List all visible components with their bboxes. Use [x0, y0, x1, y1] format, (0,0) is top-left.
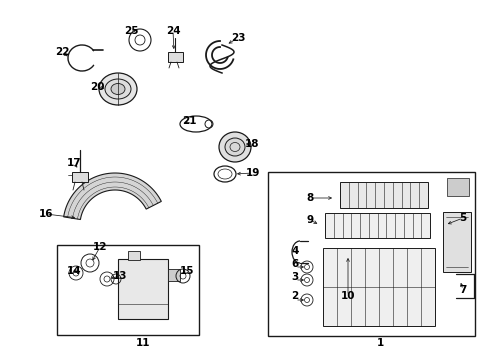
Text: 18: 18: [244, 139, 259, 149]
Bar: [323, 248, 434, 326]
Ellipse shape: [105, 79, 131, 99]
Bar: [339, 182, 427, 208]
Text: 6: 6: [291, 259, 298, 269]
Text: 25: 25: [123, 26, 138, 36]
Text: 9: 9: [306, 215, 313, 225]
Bar: [325, 213, 429, 238]
Bar: [118, 259, 168, 319]
Text: 1: 1: [376, 338, 383, 348]
Bar: [442, 212, 470, 272]
Text: 4: 4: [291, 246, 298, 256]
Text: 10: 10: [340, 291, 354, 301]
Ellipse shape: [219, 132, 250, 162]
Text: 16: 16: [39, 209, 53, 219]
Bar: [168, 269, 180, 281]
Text: 15: 15: [180, 266, 194, 276]
Text: 11: 11: [136, 338, 150, 348]
Text: 13: 13: [113, 271, 127, 281]
Text: 17: 17: [66, 158, 81, 168]
Bar: [128, 251, 140, 260]
Text: 3: 3: [291, 272, 298, 282]
Text: 22: 22: [55, 47, 69, 57]
Ellipse shape: [224, 138, 244, 156]
Text: 7: 7: [458, 285, 466, 295]
Bar: [57, 245, 199, 335]
Polygon shape: [63, 173, 161, 220]
Ellipse shape: [99, 73, 137, 105]
Text: 8: 8: [306, 193, 313, 203]
Text: 20: 20: [90, 82, 104, 92]
Text: 19: 19: [245, 168, 260, 178]
Bar: [267, 172, 474, 336]
Ellipse shape: [111, 84, 125, 94]
Text: 12: 12: [93, 242, 107, 252]
Bar: [72, 172, 88, 182]
Bar: [446, 178, 468, 196]
Text: 2: 2: [291, 291, 298, 301]
Bar: [168, 52, 183, 62]
Text: 24: 24: [165, 26, 180, 36]
Text: 14: 14: [66, 266, 81, 276]
Text: 23: 23: [230, 33, 245, 43]
Text: 21: 21: [182, 116, 196, 126]
Text: 5: 5: [458, 213, 466, 223]
